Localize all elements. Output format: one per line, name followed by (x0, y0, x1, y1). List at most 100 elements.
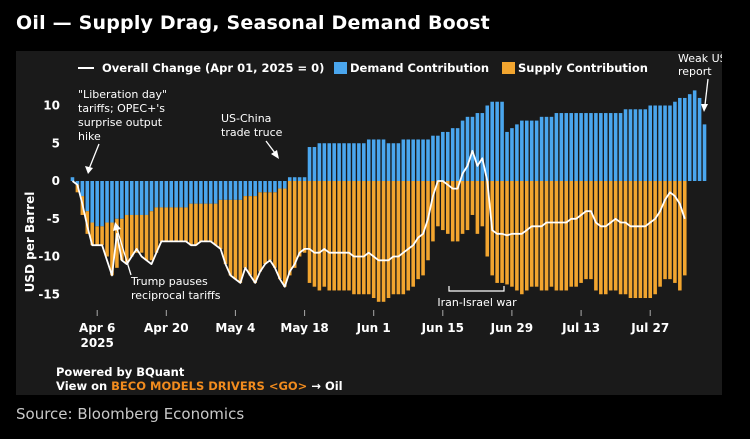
supply-bar (129, 214, 134, 257)
y-tick-label: -15 (38, 287, 60, 301)
supply-bar (352, 181, 356, 295)
demand-bar (450, 128, 455, 181)
supply-bar (362, 181, 366, 295)
demand-bar (327, 143, 332, 181)
demand-bar (515, 124, 519, 182)
supply-bar (189, 203, 193, 246)
supply-bar (460, 181, 465, 234)
supply-bar (441, 181, 445, 231)
supply-bar (500, 181, 504, 283)
supply-bar (559, 181, 564, 291)
supply-bar (307, 181, 312, 283)
supply-bar (633, 181, 638, 299)
annotation-trump-line2: reciprocal tariffs (131, 289, 221, 302)
demand-bar (426, 139, 430, 181)
supply-bar (90, 222, 94, 246)
supply-bar (618, 181, 623, 295)
legend-swatch-demand (334, 62, 347, 74)
legend-label-demand: Demand Contribution (350, 61, 489, 75)
supply-bar (115, 218, 119, 268)
supply-bar (110, 222, 114, 276)
demand-bar (569, 113, 573, 181)
demand-bar (278, 181, 282, 189)
supply-bar (450, 181, 455, 242)
supply-bar (480, 181, 485, 227)
y-tick-label: 5 (52, 136, 60, 150)
demand-bar (174, 181, 178, 208)
supply-bar (628, 181, 633, 299)
demand-bar (228, 181, 233, 200)
annotation-jobs-line2: report (678, 65, 712, 78)
supply-bar (658, 181, 662, 287)
supply-bar (579, 181, 583, 283)
supply-bar (643, 181, 648, 299)
supply-bar (406, 181, 411, 291)
supply-bar (663, 181, 667, 280)
demand-bar (218, 181, 223, 200)
demand-bar (505, 131, 509, 181)
demand-bar (347, 143, 351, 181)
supply-bar (169, 207, 174, 242)
supply-bar (539, 181, 544, 291)
supply-bar (159, 207, 164, 242)
supply-bar (396, 181, 401, 295)
supply-bar (243, 196, 248, 268)
y-axis-label: USD per Barrel (23, 192, 37, 293)
supply-bar (515, 181, 519, 291)
demand-bar (396, 143, 401, 181)
supply-bar (544, 181, 549, 291)
annotation-trump: Trump pauses reciprocal tariffs (113, 222, 221, 302)
legend-label-overall: Overall Change (Apr 01, 2025 = 0) (102, 61, 324, 75)
supply-bar (589, 181, 593, 280)
annotation-liberation-arrow (88, 143, 100, 170)
demand-bar (263, 181, 267, 193)
supply-bar (599, 181, 603, 295)
source-note: Source: Bloomberg Economics (16, 405, 245, 423)
demand-bar (673, 101, 677, 181)
demand-bar (125, 181, 129, 215)
annotation-trump-arrowhead (113, 222, 121, 231)
annotation-iran-bracket (448, 286, 505, 292)
supply-bar (534, 181, 539, 287)
supply-bar (574, 181, 578, 287)
demand-bar (485, 105, 490, 181)
supply-bar (228, 199, 233, 276)
supply-bar (445, 181, 450, 234)
supply-bar (455, 181, 460, 242)
demand-bar (70, 177, 75, 181)
demand-bar (584, 113, 588, 181)
supply-bar (391, 181, 396, 295)
demand-bar (643, 109, 648, 181)
demand-bar (445, 131, 450, 181)
powered-by: Powered by BQuant (56, 365, 185, 379)
demand-bar (638, 109, 643, 181)
demand-bar (534, 120, 539, 181)
supply-bar (668, 181, 672, 280)
annotation-jobs-line1: Weak US jobs (678, 52, 722, 65)
demand-bar (470, 116, 475, 181)
supply-bar (337, 181, 341, 291)
demand-bar (658, 105, 662, 181)
demand-bar (199, 181, 203, 204)
y-tick-label: -5 (47, 212, 60, 226)
demand-bar (342, 143, 346, 181)
view-on-link[interactable]: BECO MODELS DRIVERS <GO> (111, 379, 307, 393)
x-tick-label: Jul 27 (630, 321, 669, 335)
demand-bar (75, 181, 80, 185)
demand-bar (169, 181, 174, 208)
demand-bar (164, 181, 169, 208)
view-on-prefix: View on (56, 379, 111, 393)
supply-bar (204, 203, 208, 242)
y-tick-label: -10 (38, 250, 60, 264)
annotation-liberation: "Liberation day" tariffs; OPEC+'s surpri… (78, 88, 167, 174)
supply-bar (213, 203, 218, 246)
supply-bar (485, 181, 490, 257)
demand-bar (208, 181, 213, 204)
bars-group (70, 90, 707, 302)
supply-bar (253, 196, 257, 283)
supply-bar (549, 181, 554, 287)
demand-bar (159, 181, 164, 208)
annotation-uschina-line1: US-China (221, 112, 271, 125)
demand-bar (391, 143, 396, 181)
annotation-liberation-line2: tariffs; OPEC+'s (78, 102, 165, 115)
